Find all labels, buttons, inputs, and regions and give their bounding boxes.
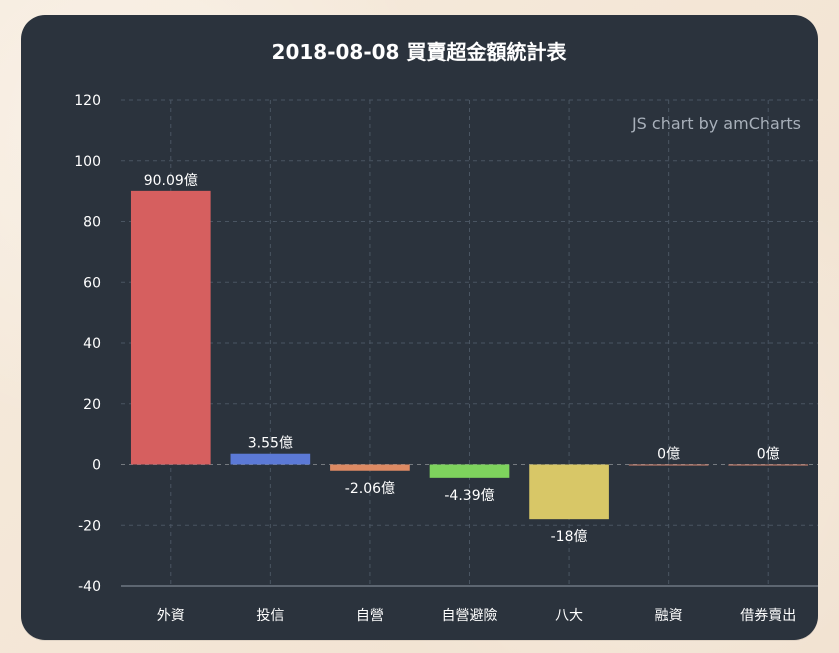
- x-tick-label: 自營避險: [442, 608, 498, 624]
- y-tick-label: 40: [83, 336, 101, 352]
- bar: [429, 464, 510, 478]
- chart-card: 2018-08-08 買賣超金額統計表 JS chart by amCharts…: [21, 15, 818, 640]
- y-tick-label: 80: [83, 215, 101, 231]
- x-tick-label: 八大: [555, 608, 583, 624]
- data-label: -18億: [551, 529, 588, 545]
- y-tick-label: 60: [83, 275, 101, 291]
- y-tick-label: 100: [74, 154, 101, 170]
- x-axis-group: 外資 投信 自營 自營避險 八大 融資 借券賣出: [121, 585, 818, 624]
- labels-group: 90.09億 3.55億 -2.06億 -4.39億 -18億 0億 0億: [144, 173, 780, 545]
- y-tick-label: 20: [83, 397, 101, 413]
- y-tick-label: 120: [74, 93, 101, 109]
- grid-group: [121, 99, 818, 586]
- bar: [130, 190, 211, 465]
- bar-chart: 2018-08-08 買賣超金額統計表 JS chart by amCharts…: [74, 40, 818, 624]
- y-tick-label: -40: [78, 579, 101, 595]
- x-tick-label: 外資: [157, 608, 185, 624]
- data-label: 0億: [657, 447, 680, 463]
- y-tick-label: -20: [78, 518, 101, 534]
- bar: [728, 464, 809, 466]
- bar: [330, 464, 410, 471]
- x-tick-label: 借券賣出: [740, 608, 796, 624]
- data-label: 90.09億: [144, 173, 198, 189]
- data-label: 0億: [757, 447, 780, 463]
- bar: [529, 464, 609, 520]
- x-tick-label: 投信: [256, 608, 284, 624]
- data-label: -4.39億: [444, 488, 494, 504]
- chart-title: 2018-08-08 買賣超金額統計表: [272, 40, 568, 64]
- y-axis-group: 120 100 80 60 40 20 0 -20 -40: [74, 93, 101, 595]
- chart-credit: JS chart by amCharts: [631, 114, 801, 133]
- x-tick-label: 融資: [655, 608, 683, 624]
- data-label: -2.06億: [345, 481, 395, 497]
- data-label: 3.55億: [248, 436, 293, 452]
- bar: [230, 453, 311, 465]
- y-tick-label: 0: [92, 458, 101, 474]
- bar: [628, 464, 709, 466]
- x-tick-label: 自營: [356, 608, 384, 624]
- bars-group: [130, 190, 809, 520]
